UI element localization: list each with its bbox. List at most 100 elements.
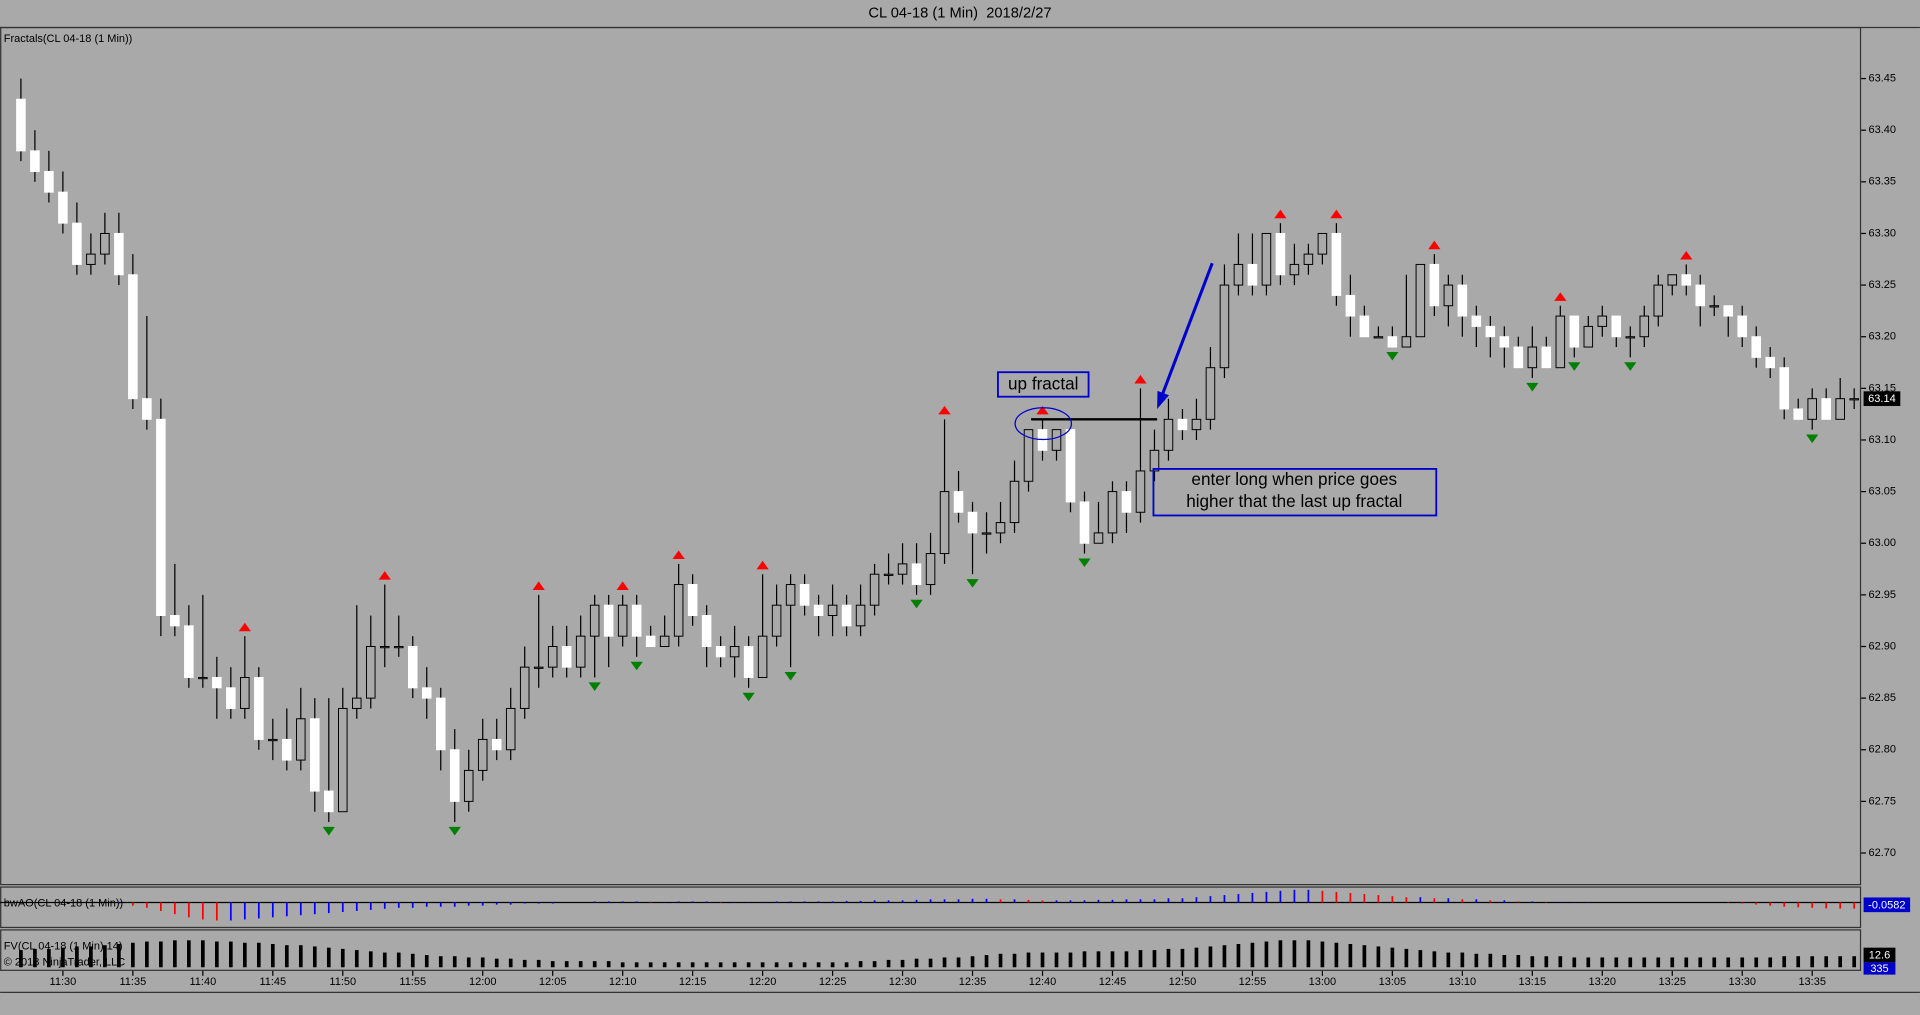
indicator-bar: [480, 957, 485, 968]
callout-box: [997, 371, 1090, 398]
indicator-bar: [382, 952, 387, 968]
candle-body: [128, 274, 138, 400]
indicator-bar: [1237, 894, 1240, 903]
last-price-box: [1863, 391, 1901, 407]
indicator-bar: [1405, 897, 1408, 903]
indicator-bar: [1741, 902, 1744, 904]
candle-body: [240, 676, 250, 709]
candle-body: [156, 418, 166, 617]
indicator-bar: [733, 901, 736, 903]
indicator-bar: [1727, 902, 1730, 904]
indicator-bar: [691, 901, 694, 903]
fv-last-label: 12.6: [1869, 950, 1890, 962]
up-fractal: [1134, 374, 1147, 384]
indicator-bar: [187, 940, 191, 968]
indicator-bar: [607, 901, 610, 903]
candle-body: [1303, 253, 1314, 265]
indicator-bar: [1783, 902, 1786, 907]
indicator-bar: [1125, 899, 1128, 903]
candle-body: [407, 646, 418, 689]
down-fractal: [742, 692, 755, 702]
down-fractal: [1806, 434, 1819, 444]
candle-body: [1569, 315, 1580, 348]
candle-body: [1499, 336, 1510, 348]
candle-body: [1611, 315, 1622, 338]
indicator-bar: [1041, 900, 1044, 903]
indicator-bar: [411, 902, 414, 908]
candle-body: [575, 635, 586, 668]
down-fractal: [1386, 351, 1399, 361]
y-tick-label: 63.20: [1868, 331, 1896, 343]
indicator-bar: [1321, 890, 1324, 903]
candle-body: [1653, 284, 1664, 317]
candle-body: [813, 604, 824, 617]
candle-body: [827, 604, 838, 617]
x-tick-label: 13:35: [1798, 976, 1826, 988]
indicator-bar: [1027, 899, 1030, 903]
candle-body: [30, 150, 40, 172]
indicator-bar: [1755, 902, 1758, 905]
candle-body: [1471, 315, 1482, 327]
candle-body: [883, 573, 894, 576]
candle-body: [338, 707, 348, 813]
x-tick-label: 13:20: [1589, 976, 1617, 988]
indicator-bar: [606, 961, 611, 968]
panel-label: Fractals(CL 04-18 (1 Min)): [4, 33, 133, 45]
indicator-bar: [1111, 899, 1114, 903]
down-fractal: [1526, 382, 1539, 392]
x-tick-label: 12:55: [1239, 976, 1267, 988]
indicator-bar: [1824, 956, 1829, 968]
down-fractal: [1624, 362, 1637, 371]
indicator-bar: [1769, 902, 1772, 906]
indicator-bar: [1460, 952, 1465, 968]
candle-body: [1709, 305, 1720, 308]
indicator-bar: [1558, 956, 1563, 968]
up-fractal: [1554, 292, 1567, 301]
y-tick-label: 63.00: [1868, 537, 1896, 549]
indicator-bar: [1208, 946, 1213, 968]
indicator-bar: [270, 943, 275, 968]
indicator-bar: [439, 902, 442, 907]
indicator-bar: [1530, 956, 1535, 968]
indicator-bar: [1054, 952, 1059, 968]
candle-body: [1107, 491, 1118, 534]
indicator-bar: [1363, 894, 1366, 903]
indicator-bar: [327, 902, 330, 914]
price-panel-frame: [0, 26, 1862, 886]
candle-body: [1807, 398, 1817, 420]
indicator-bar: [649, 901, 652, 903]
candle-body: [226, 687, 236, 709]
candle-body: [58, 191, 68, 224]
up-fractal: [238, 622, 251, 632]
indicator-bar: [732, 962, 737, 968]
candle-body: [1555, 315, 1566, 369]
candle-body: [995, 522, 1006, 534]
x-tick-label: 11:55: [399, 976, 426, 988]
x-tick-label: 12:40: [1029, 976, 1057, 988]
fractal-ellipse: [1014, 407, 1073, 441]
indicator-bar: [1138, 950, 1143, 968]
indicator-bar: [1853, 902, 1856, 909]
indicator-bar: [1502, 955, 1507, 968]
candle-body: [743, 646, 754, 678]
candle-body: [1723, 305, 1734, 317]
indicator-bar: [817, 901, 820, 903]
indicator-bar: [970, 956, 975, 968]
fv-label: FV(CL 04-18 (1 Min) 14): [4, 940, 123, 952]
indicator-bar: [173, 940, 177, 968]
candle-body: [421, 687, 432, 699]
candle-body: [589, 604, 600, 637]
candle-body: [1401, 336, 1412, 348]
indicator-bar: [187, 902, 190, 918]
candle-body: [841, 604, 852, 627]
indicator-bar: [564, 961, 569, 968]
indicator-bar: [229, 902, 232, 921]
indicator-bar: [1544, 956, 1549, 968]
indicator-bar: [1377, 895, 1380, 903]
indicator-bar: [481, 902, 484, 906]
indicator-bar: [1124, 951, 1129, 968]
indicator-bar: [103, 945, 107, 968]
indicator-bar: [1573, 901, 1576, 903]
indicator-bar: [1307, 889, 1310, 903]
candle-body: [1023, 429, 1034, 482]
